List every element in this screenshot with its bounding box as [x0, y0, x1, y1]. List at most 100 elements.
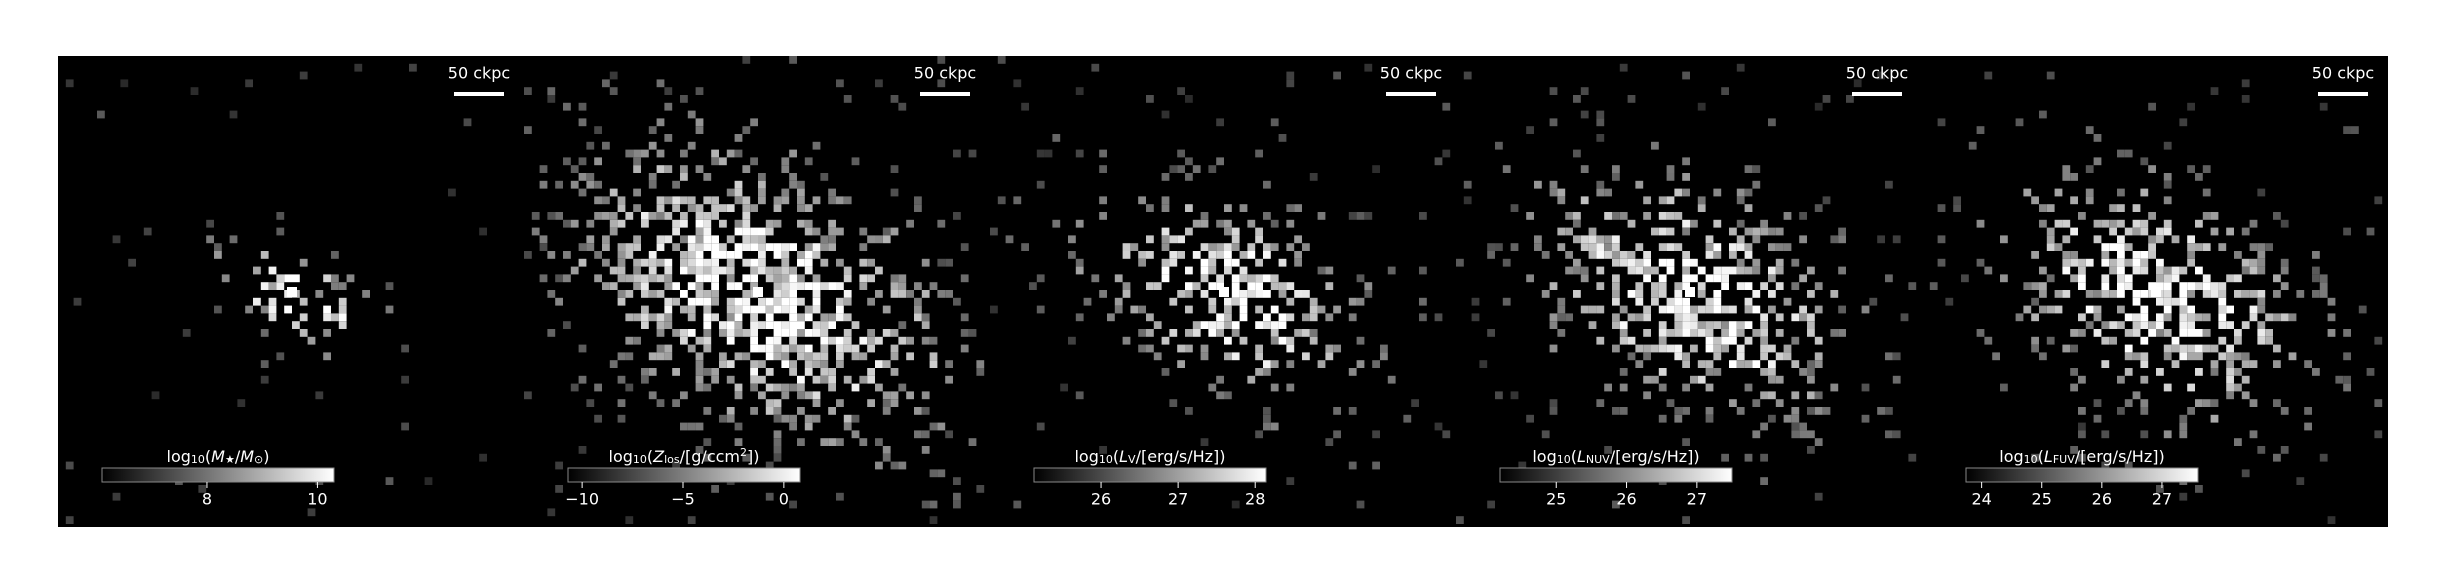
image-pixel — [609, 266, 618, 275]
image-pixel — [882, 391, 891, 400]
image-pixel — [1356, 297, 1365, 306]
image-pixel — [1364, 63, 1373, 72]
image-pixel — [1596, 235, 1605, 244]
image-pixel — [695, 266, 704, 275]
image-pixel — [1224, 321, 1232, 329]
image-pixel — [2078, 258, 2086, 267]
image-pixel — [2210, 399, 2219, 407]
image-pixel — [2109, 219, 2117, 228]
image-pixel — [726, 305, 735, 314]
image-pixel — [680, 149, 688, 158]
image-pixel — [797, 282, 805, 290]
image-pixel — [1161, 336, 1170, 345]
image-pixel — [812, 274, 821, 283]
image-pixel — [1682, 282, 1690, 290]
image-pixel — [2179, 352, 2188, 361]
image-pixel — [2124, 274, 2133, 283]
image-pixel — [1224, 336, 1232, 345]
image-pixel — [1471, 297, 1480, 306]
image-pixel — [1177, 344, 1185, 353]
image-pixel — [2062, 219, 2071, 228]
image-pixel — [804, 368, 813, 376]
image-pixel — [1060, 383, 1068, 392]
image-pixel — [990, 227, 998, 236]
image-pixel — [1697, 305, 1706, 314]
image-pixel — [648, 180, 657, 189]
image-pixel — [2210, 212, 2219, 220]
image-pixel — [617, 219, 626, 228]
image-pixel — [641, 212, 649, 220]
image-pixel — [1270, 321, 1279, 329]
image-pixel — [664, 352, 673, 361]
image-pixel — [2062, 266, 2071, 275]
image-pixel — [609, 87, 618, 95]
image-pixel — [2210, 360, 2219, 368]
image-pixel — [2257, 258, 2266, 267]
image-pixel — [929, 352, 938, 361]
image-pixel — [1255, 235, 1263, 244]
image-pixel — [804, 352, 813, 361]
image-pixel — [1666, 258, 1675, 267]
image-pixel — [914, 313, 922, 322]
label-part: L — [1119, 447, 1128, 466]
image-pixel — [1658, 305, 1667, 314]
image-pixel — [2265, 313, 2273, 322]
image-pixel — [1075, 258, 1084, 267]
image-pixel — [1005, 235, 1014, 244]
image-pixel — [2187, 235, 2195, 244]
image-pixel — [2296, 477, 2305, 485]
image-pixel — [2101, 461, 2110, 470]
image-pixel — [2179, 492, 2188, 501]
image-pixel — [781, 360, 790, 368]
image-pixel — [1075, 219, 1084, 228]
image-pixel — [2374, 430, 2383, 439]
image-pixel — [2132, 227, 2141, 236]
image-pixel — [750, 407, 758, 415]
image-pixel — [2202, 399, 2211, 407]
image-pixel — [617, 352, 626, 361]
image-pixel — [594, 414, 602, 423]
image-pixel — [1216, 313, 1224, 322]
image-pixel — [968, 329, 977, 337]
image-pixel — [726, 407, 735, 415]
image-pixel — [1208, 243, 1217, 251]
image-pixel — [2046, 71, 2055, 80]
image-pixel — [2257, 305, 2266, 314]
image-pixel — [687, 110, 696, 119]
image-pixel — [1557, 227, 1566, 236]
image-pixel — [1674, 305, 1683, 314]
image-pixel — [1161, 196, 1170, 205]
image-pixel — [1807, 290, 1815, 298]
image-pixel — [229, 235, 238, 244]
image-pixel — [953, 297, 961, 306]
image-pixel — [1791, 360, 1800, 368]
image-pixel — [2179, 344, 2188, 353]
image-pixel — [1799, 430, 1807, 439]
image-pixel — [1161, 266, 1170, 275]
image-pixel — [2109, 204, 2117, 212]
image-pixel — [765, 352, 774, 361]
image-pixel — [1099, 149, 1107, 158]
image-pixel — [750, 282, 758, 290]
image-pixel — [2054, 188, 2063, 197]
image-pixel — [2039, 352, 2047, 361]
image-pixel — [1697, 360, 1706, 368]
image-pixel — [2234, 368, 2242, 376]
image-pixel — [214, 243, 222, 251]
image-pixel — [2218, 305, 2227, 314]
image-pixel — [2273, 313, 2281, 322]
image-pixel — [1348, 212, 1357, 220]
image-pixel — [586, 243, 595, 251]
image-pixel — [711, 196, 719, 205]
image-pixel — [797, 274, 805, 283]
image-pixel — [789, 344, 797, 353]
image-pixel — [1814, 282, 1823, 290]
image-pixel — [1838, 329, 1846, 337]
image-pixel — [594, 196, 602, 205]
image-pixel — [1419, 313, 1427, 322]
image-pixel — [1768, 414, 1776, 423]
image-pixel — [1573, 235, 1581, 244]
image-pixel — [2257, 290, 2266, 298]
image-pixel — [2148, 235, 2156, 244]
